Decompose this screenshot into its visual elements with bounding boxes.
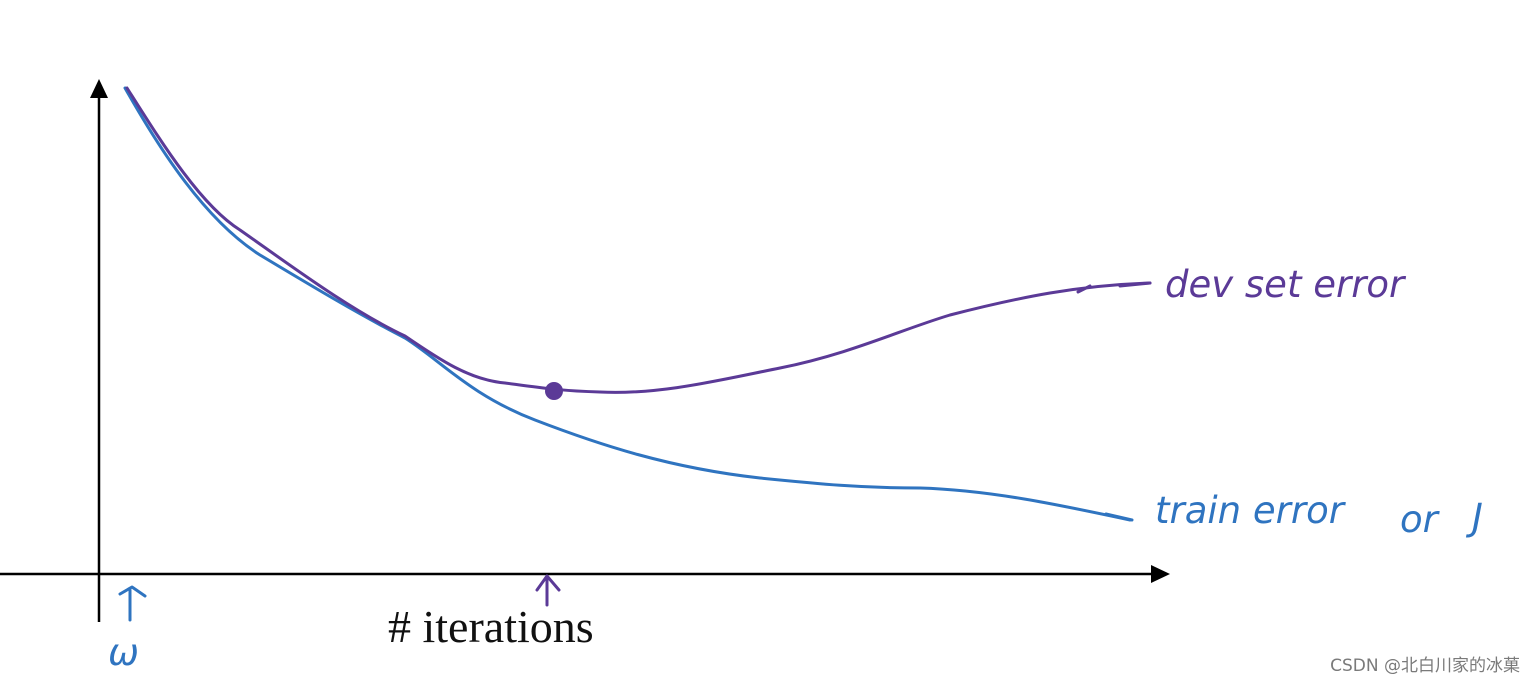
axes: [0, 79, 1170, 622]
train-error-curve: [123, 86, 1132, 522]
dev-minimum-dot: [545, 382, 563, 400]
y-axis-arrowhead: [90, 79, 108, 98]
dev-curve-label: dev set error: [1165, 263, 1407, 306]
train-curve-end-tick: [1104, 512, 1134, 522]
dev-error-curve: [125, 86, 1152, 394]
cost-j-label: J: [1465, 496, 1483, 539]
w-init-arrow-head: [118, 585, 147, 598]
early-stop-arrow: [535, 574, 561, 607]
w-init-arrow: [118, 585, 147, 622]
or-label: or: [1400, 498, 1441, 541]
watermark-text: CSDN @北白川家的冰菓: [1330, 656, 1520, 676]
x-axis-title: # iterations: [388, 601, 594, 652]
w-symbol-label: ω: [108, 631, 139, 674]
x-axis-arrowhead: [1151, 565, 1170, 583]
early-stop-arrow-head: [535, 574, 561, 592]
train-curve-label: train error: [1155, 489, 1347, 532]
dev-curve-end-tick: [1076, 281, 1152, 294]
